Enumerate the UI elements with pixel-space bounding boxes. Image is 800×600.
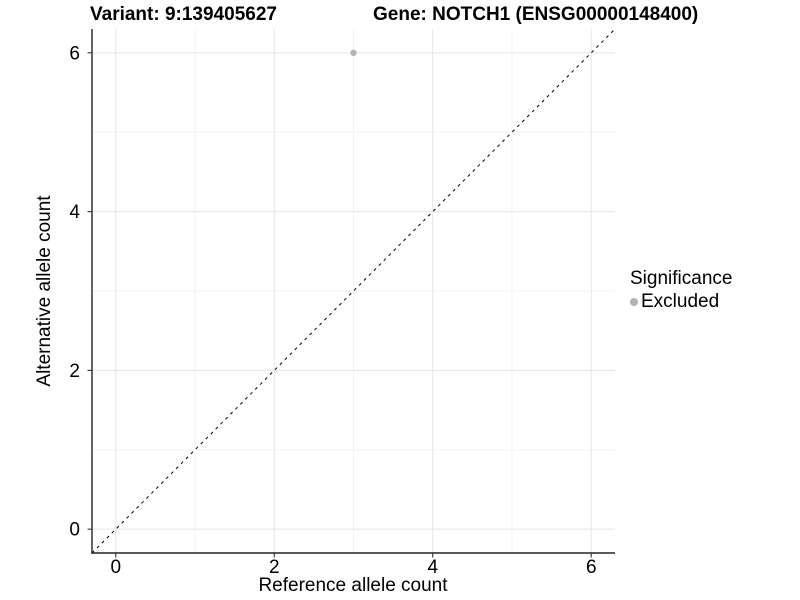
y-tick-label: 4 xyxy=(69,202,80,223)
x-tick-label: 4 xyxy=(427,557,438,578)
y-tick-label: 0 xyxy=(69,520,80,541)
identity-line xyxy=(91,28,616,554)
y-tick-label: 6 xyxy=(69,43,80,64)
x-tick-label: 0 xyxy=(110,557,121,578)
y-axis-title: Alternative allele count xyxy=(34,195,55,387)
legend-entry-label: Excluded xyxy=(641,291,720,312)
data-point xyxy=(350,49,357,57)
gene-title: Gene: NOTCH1 (ENSG00000148400) xyxy=(373,4,699,25)
legend-title: Significance xyxy=(630,268,733,289)
legend-entry-excluded: Excluded xyxy=(630,291,732,313)
x-tick-label: 6 xyxy=(586,557,597,578)
legend-point-icon xyxy=(630,298,638,306)
y-tick-label: 2 xyxy=(69,361,80,382)
legend: Significance Excluded xyxy=(630,268,732,313)
x-tick-label: 2 xyxy=(269,557,280,578)
variant-title: Variant: 9:139405627 xyxy=(90,4,277,25)
x-axis-title: Reference allele count xyxy=(258,575,448,596)
